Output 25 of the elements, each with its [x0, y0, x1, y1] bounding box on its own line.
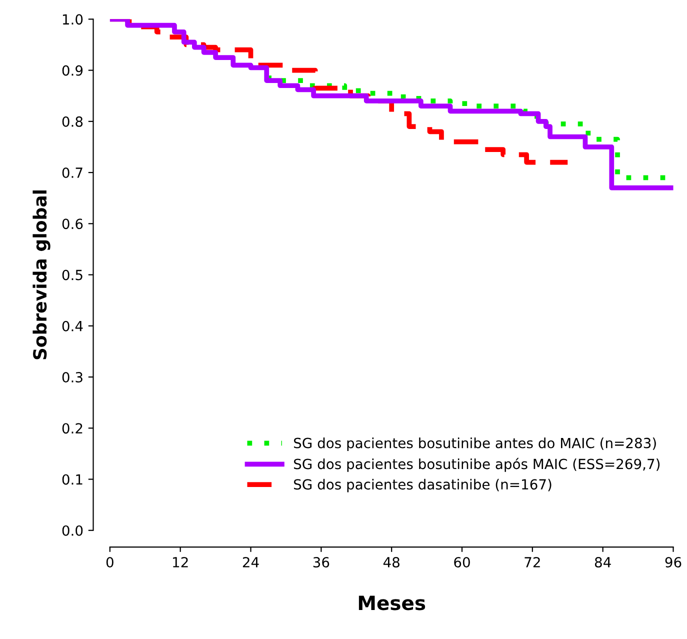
- legend-label: SG dos pacientes bosutinibe antes do MAIC (n=283): [294, 438, 656, 451]
- y-tick-label: 0.5: [62, 270, 82, 280]
- x-tick-label: 0: [106, 557, 114, 568]
- x-tick-label: 36: [313, 557, 330, 568]
- y-tick-label: 1.0: [62, 14, 83, 25]
- y-tick-label: 0.4: [62, 320, 83, 332]
- x-tick-label: 84: [594, 557, 611, 568]
- y-tick-label: 0.3: [62, 372, 82, 382]
- x-tick-label: 12: [173, 557, 188, 568]
- x-tick-label: 48: [383, 557, 400, 568]
- y-tick-label: 0.0: [62, 525, 83, 536]
- x-axis-title: Meses: [358, 596, 426, 610]
- y-axis-title: Sobrevida global: [32, 190, 50, 360]
- legend-label: SG dos pacientes dasatinibe (n=167): [294, 478, 552, 492]
- legend-label: SG dos pacientes bosutinibe após MAIC (ESS=269,7): [294, 458, 660, 472]
- y-tick-label: 0.8: [62, 116, 83, 127]
- y-tick-label: 0.6: [62, 218, 83, 230]
- x-tick-label: 24: [242, 557, 259, 568]
- y-tick-label: 0.7: [62, 168, 82, 178]
- x-tick-label: 72: [524, 557, 540, 568]
- x-tick-label: 60: [454, 557, 470, 568]
- y-tick-label: 0.9: [62, 65, 83, 76]
- y-tick-label: 0.2: [62, 423, 82, 434]
- y-tick-label: 0.1: [62, 474, 82, 485]
- x-tick-label: 96: [665, 557, 682, 568]
